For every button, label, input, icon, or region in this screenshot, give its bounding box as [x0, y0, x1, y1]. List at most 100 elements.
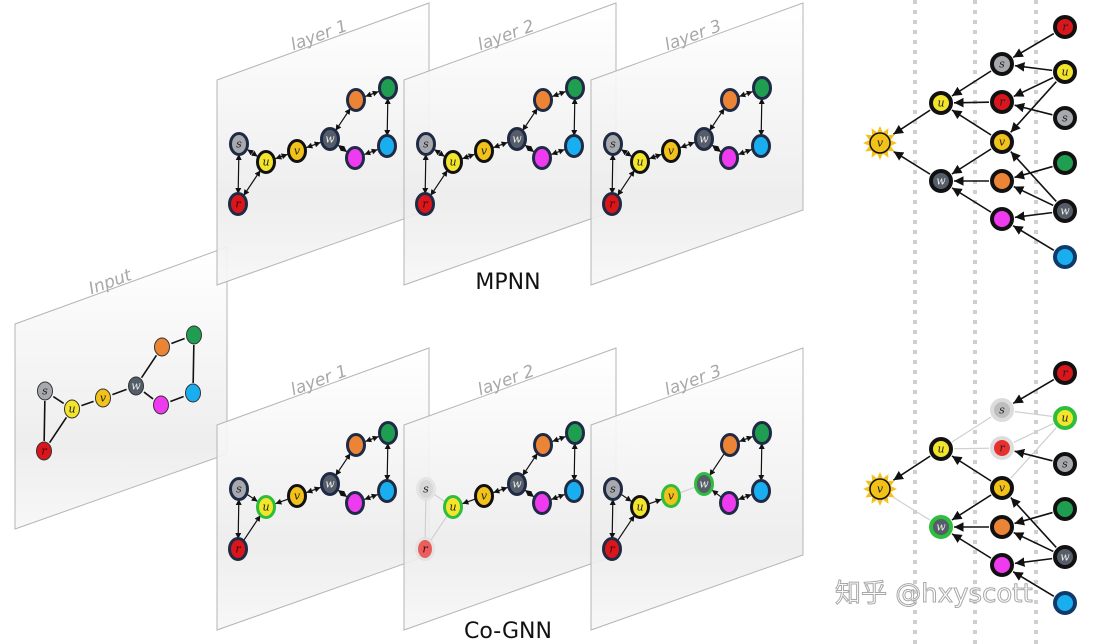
edge-v-w — [680, 486, 695, 494]
node-r: r — [602, 537, 622, 561]
node-label: v — [999, 482, 1006, 495]
node-label: u — [262, 501, 269, 514]
edge-s-r — [422, 153, 429, 195]
node-magenta — [532, 146, 552, 170]
node-w: w — [507, 127, 527, 151]
tree-edge — [1013, 423, 1054, 443]
node-label: u — [449, 156, 456, 169]
node-u: u — [443, 495, 463, 519]
tree-node-u: u — [1053, 60, 1077, 84]
node-w: w — [507, 472, 527, 496]
node-label: r — [609, 198, 615, 211]
edge-u-v — [275, 498, 288, 505]
tree-node-s: s — [1053, 106, 1077, 130]
node-v: v — [287, 139, 307, 163]
tree-edge — [951, 109, 992, 136]
tree-node-orange — [990, 169, 1014, 193]
edge-w-orange — [335, 107, 351, 132]
edge-orange-green — [739, 90, 753, 98]
node-s: s — [229, 477, 249, 501]
node-label: u — [937, 443, 944, 456]
node-u: u — [630, 495, 650, 519]
edge-green-cyan — [384, 442, 391, 482]
node-green — [565, 421, 585, 445]
node-magenta — [153, 395, 169, 415]
edge-cyan-magenta — [170, 395, 184, 403]
tree-node-r: r — [1053, 361, 1077, 385]
tree-edge — [951, 494, 992, 521]
tree-edge — [1014, 411, 1053, 417]
edge-w-orange — [522, 107, 538, 132]
node-orange — [346, 88, 366, 112]
tree-node-u: u — [929, 91, 953, 115]
node-label: w — [1060, 551, 1070, 564]
edge-w-magenta — [337, 489, 348, 498]
node-cyan — [751, 134, 771, 158]
node-label: s — [610, 138, 616, 151]
edge-w-orange — [140, 354, 158, 379]
edge-s-u — [433, 494, 446, 502]
node-label: w — [699, 478, 709, 491]
tree-edge — [1013, 76, 1054, 98]
node-label: u — [636, 501, 643, 514]
node-w: w — [694, 127, 714, 151]
node-cyan — [185, 383, 201, 403]
edge-s-r — [43, 400, 46, 442]
node-label: u — [1061, 412, 1068, 425]
tree-node-v: v — [990, 476, 1014, 500]
edge-u-v — [462, 498, 475, 505]
node-orange — [533, 433, 553, 457]
node-r: r — [602, 192, 622, 216]
node-v: v — [661, 484, 681, 508]
node-magenta — [719, 146, 739, 170]
node-label: u — [449, 501, 456, 514]
node-label: u — [937, 97, 944, 110]
edge-s-r — [424, 498, 427, 540]
edge-r-u — [430, 169, 448, 197]
node-v: v — [474, 139, 494, 163]
node-label: r — [1062, 21, 1068, 34]
edge-orange-green — [365, 90, 379, 98]
edge-u-v — [649, 498, 662, 505]
tree-node-w: w — [1053, 199, 1077, 223]
tree-node-s: s — [1053, 452, 1077, 476]
edge-v-w — [112, 388, 127, 396]
node-cyan — [564, 479, 584, 503]
edge-s-u — [620, 149, 633, 157]
node-cyan — [377, 479, 397, 503]
node-v: v — [95, 388, 111, 408]
tree-edge — [1012, 571, 1055, 597]
cognn-caption: Co-GNN — [464, 619, 552, 644]
cognn-computation-tree: v u w s r v r u s w — [863, 361, 1077, 615]
edge-orange-green — [552, 90, 566, 98]
node-label: v — [877, 137, 884, 150]
tree-edge — [1010, 81, 1057, 133]
node-green — [752, 421, 772, 445]
edge-w-orange — [709, 107, 725, 132]
node-label: v — [481, 490, 488, 503]
node-s: s — [229, 132, 249, 156]
node-orange — [720, 433, 740, 457]
edge-w-magenta — [524, 144, 535, 153]
edge-orange-green — [552, 435, 566, 443]
node-label: s — [1062, 112, 1068, 125]
edge-cyan-magenta — [364, 493, 378, 501]
tree-node-cyan — [1053, 591, 1077, 615]
node-label: v — [481, 145, 488, 158]
computation-trees: v u w s r v r u s w v u w s r v r u s w — [863, 0, 1077, 644]
node-label: r — [999, 442, 1005, 455]
node-s: s — [603, 132, 623, 156]
edge-w-orange — [335, 452, 351, 477]
node-u: u — [443, 150, 463, 174]
edge-green-cyan — [384, 97, 391, 137]
edge-s-r — [235, 153, 242, 195]
edge-s-u — [433, 149, 446, 157]
edge-cyan-magenta — [738, 148, 752, 156]
edge-r-u — [243, 514, 261, 542]
node-label: w — [936, 521, 946, 534]
tree-edge — [1013, 531, 1054, 553]
node-label: v — [294, 145, 301, 158]
node-label: r — [235, 198, 241, 211]
